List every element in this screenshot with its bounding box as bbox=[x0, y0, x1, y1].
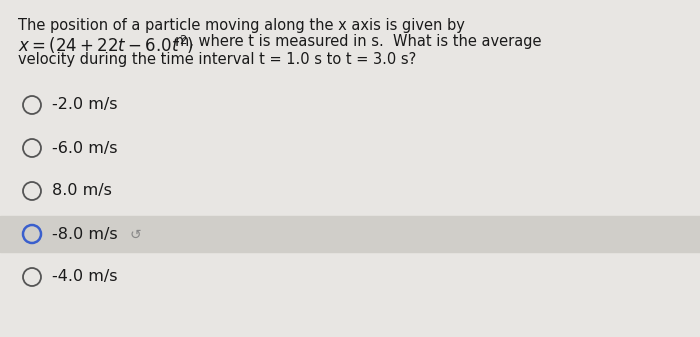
Text: -4.0 m/s: -4.0 m/s bbox=[52, 270, 118, 284]
Text: -8.0 m/s: -8.0 m/s bbox=[52, 226, 118, 242]
Text: $x = (24 + 22t - 6.0t^2)$: $x = (24 + 22t - 6.0t^2)$ bbox=[18, 34, 194, 56]
Text: 8.0 m/s: 8.0 m/s bbox=[52, 184, 112, 198]
FancyBboxPatch shape bbox=[0, 216, 700, 252]
Text: m, where t is measured in s.  What is the average: m, where t is measured in s. What is the… bbox=[175, 34, 542, 49]
Text: -6.0 m/s: -6.0 m/s bbox=[52, 141, 118, 155]
Text: velocity during the time interval t = 1.0 s to t = 3.0 s?: velocity during the time interval t = 1.… bbox=[18, 52, 416, 67]
Text: ↺: ↺ bbox=[130, 228, 141, 242]
Text: -2.0 m/s: -2.0 m/s bbox=[52, 97, 118, 113]
Text: The position of a particle moving along the x axis is given by: The position of a particle moving along … bbox=[18, 18, 465, 33]
